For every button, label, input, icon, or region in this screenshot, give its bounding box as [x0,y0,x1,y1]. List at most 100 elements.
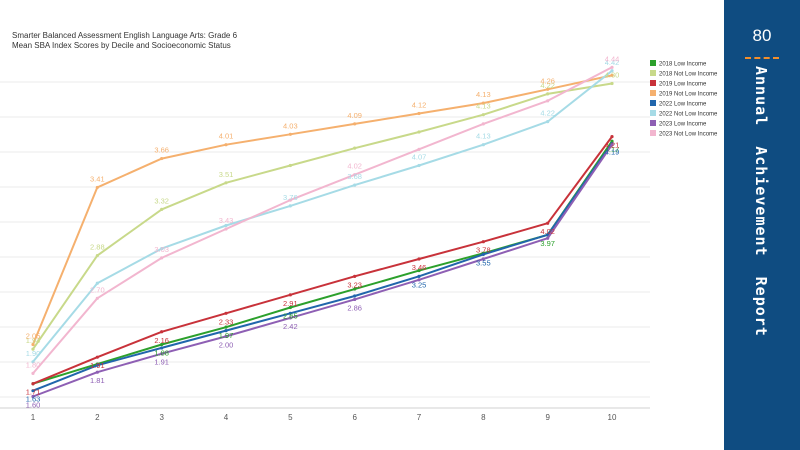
data-point-s4-x9 [546,87,550,91]
data-label-s3-x9: 4.02 [540,227,555,236]
data-point-s2-x6 [353,146,357,150]
side-panel: 80 Annual Achievement Report [724,0,800,450]
series-line-8 [32,66,613,375]
legend-label-3: 2019 Low Income [659,82,707,88]
data-label-s3-x4: 2.33 [219,317,234,326]
data-label-s6-x1: 1.90 [26,349,41,358]
data-point-s7-x10 [610,143,614,147]
data-point-s3-x3 [160,330,164,334]
data-point-s6-x3 [160,247,164,251]
data-point-s5-x1 [31,389,35,393]
data-label-s7-x1: 1.60 [26,400,41,409]
data-point-s7-x5 [288,316,292,320]
data-point-s5-x2 [95,363,99,367]
data-point-s2-x8 [481,113,485,117]
data-label-s8-x3: 3.03 [154,245,169,254]
data-point-s4-x7 [417,111,421,116]
data-point-s8-x3 [160,256,164,260]
data-point-s5-x5 [288,311,292,315]
data-point-s6-x1 [31,360,35,364]
data-label-s6-x5: 3.76 [283,193,298,202]
data-label-s5-x1: 1.63 [26,395,41,404]
data-point-s6-x4 [224,223,228,228]
data-point-s8-x6 [353,173,357,177]
x-tick-label-2: 2 [95,413,100,422]
data-label-s4-x8: 4.13 [476,90,491,99]
data-point-s6-x6 [353,183,357,187]
data-label-s2-x9: 4.22 [540,81,555,90]
data-point-s3-x6 [353,274,357,278]
data-point-s3-x8 [481,240,485,244]
legend-swatch-4 [650,90,656,96]
series-line-6 [32,70,613,363]
data-point-s8-x7 [417,147,421,151]
data-point-s1-x5 [288,305,292,310]
series-line-5 [32,142,613,392]
data-label-s4-x9: 4.26 [540,76,555,85]
data-point-s3-x4 [224,311,228,315]
data-point-s7-x1 [31,394,35,399]
data-label-s1-x5: 2.65 [283,312,298,321]
x-tick-label-3: 3 [159,413,164,422]
data-label-s4-x7: 4.12 [412,101,427,110]
legend-swatch-5 [650,100,656,106]
data-label-s6-x7: 4.07 [412,152,427,161]
data-point-s5-x6 [353,294,357,298]
data-label-s4-x3: 3.66 [154,146,169,155]
data-label-s6-x6: 3.68 [347,172,362,181]
section-title: Annual Achievement Report [752,66,770,337]
data-label-s8-x6: 4.02 [347,162,362,171]
data-point-s7-x7 [417,278,421,282]
data-point-s4-x10 [610,73,614,78]
legend-swatch-3 [650,80,656,86]
data-point-s6-x9 [546,120,550,124]
data-label-s6-x8: 4.13 [476,132,491,141]
data-point-s7-x8 [481,257,485,261]
data-point-s2-x10 [610,81,614,86]
x-tick-label-4: 4 [224,413,229,422]
data-label-s8-x1: 1.80 [26,360,41,369]
series-line-7 [32,144,613,398]
data-label-s2-x2: 2.88 [90,243,105,252]
legend-label-8: 2023 Not Low Income [659,132,718,138]
data-label-s1-x4: 1.97 [219,331,234,340]
data-label-s8-x4: 3.43 [219,216,234,225]
data-point-s5-x7 [417,274,421,278]
data-point-s8-x5 [288,198,292,202]
data-point-s3-x9 [546,221,550,225]
legend-label-4: 2019 Not Low Income [659,92,718,98]
data-label-s6-x9: 4.22 [540,109,555,118]
series-line-3 [32,136,613,385]
data-label-s3-x5: 2.91 [283,299,298,308]
data-point-s6-x2 [95,281,99,285]
x-tick-label-9: 9 [545,413,550,422]
data-point-s2-x4 [224,181,228,185]
data-label-s5-x10: 4.19 [605,148,620,157]
data-point-s2-x1 [31,347,35,351]
data-label-s4-x6: 4.09 [347,111,362,120]
data-point-s4-x6 [353,122,357,126]
data-point-s7-x9 [546,236,550,240]
data-label-s1-x9: 3.97 [540,239,555,248]
x-tick-label-8: 8 [481,413,486,422]
page-divider [745,57,779,59]
legend-label-5: 2022 Low Income [659,102,707,108]
data-label-s2-x1: 1.94 [26,336,41,345]
data-label-s1-x10: 4.17 [605,145,620,154]
data-label-s3-x8: 3.78 [476,246,491,255]
data-label-s5-x7: 3.25 [412,280,427,289]
data-label-s7-x2: 1.81 [90,376,105,385]
data-label-s7-x5: 2.42 [283,322,298,331]
data-label-s7-x3: 1.91 [154,358,169,367]
line-chart: 1 2 3 4 5 6 7 8 9 10 1.88 1.97 2.65 3.97 4.17 1.94 2.88 3… [0,54,718,422]
legend-swatch-1 [650,60,656,66]
data-label-s5-x8: 3.55 [476,258,491,267]
data-point-s8-x4 [224,227,228,231]
data-point-s3-x7 [417,257,421,261]
chart-title: Smarter Balanced Assessment English Lang… [12,31,238,40]
data-label-s7-x4: 2.00 [219,340,234,349]
data-point-s1-x10 [610,139,614,143]
legend-swatch-6 [650,110,656,116]
data-point-s8-x2 [95,296,99,300]
data-point-s5-x4 [224,329,228,333]
